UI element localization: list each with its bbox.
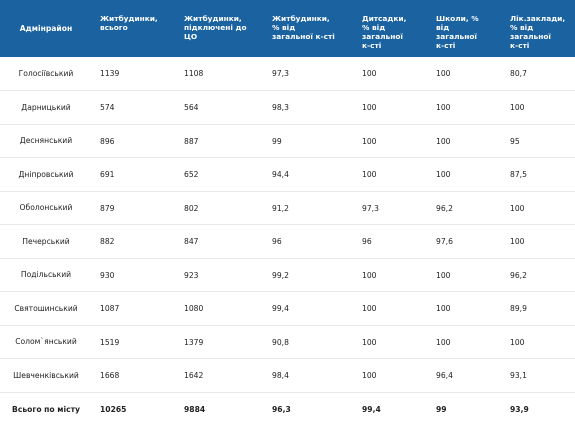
table-row: Святошинський 1087 1080 99,4 100 100 89,9 <box>0 291 575 326</box>
cell-buildings-percent: 94,4 <box>264 157 354 192</box>
cell-buildings-connected: 847 <box>176 224 264 259</box>
cell-medical-percent: 89,9 <box>502 291 575 326</box>
cell-buildings-connected: 802 <box>176 191 264 225</box>
table-row: Подільський 930 923 99,2 100 100 96,2 <box>0 258 575 292</box>
cell-medical-percent: 100 <box>502 224 575 259</box>
cell-buildings-connected: 887 <box>176 124 264 158</box>
total-cell-buildings-connected: 9884 <box>184 405 206 415</box>
header-buildings-connected: Житбудинки, підключені до ЦО <box>184 14 247 41</box>
cell-medical-percent: 100 <box>502 90 575 125</box>
cell-buildings-percent: 99,2 <box>264 258 354 292</box>
cell-buildings-percent: 96 <box>264 224 354 259</box>
cell-kindergartens-percent: 100 <box>354 291 428 326</box>
cell-buildings-connected: 1080 <box>176 291 264 326</box>
header-medical-percent: Лік.заклади, % від загальної к-сті <box>510 14 566 50</box>
cell-district: Шевченківський <box>0 358 92 393</box>
table-row: Дніпровський 691 652 94,4 100 100 87,5 <box>0 157 575 192</box>
cell-medical-percent: 80,7 <box>502 57 575 91</box>
table-row: Шевченківський 1668 1642 98,4 100 96,4 93,1 <box>0 358 575 393</box>
cell-kindergartens-percent: 100 <box>354 124 428 158</box>
table-total-row: Всього по місту 10265 9884 96,3 99,4 99 93,9 <box>0 392 575 427</box>
cell-buildings-total: 574 <box>92 90 176 125</box>
cell-buildings-percent: 91,2 <box>264 191 354 225</box>
cell-district: Дарницький <box>0 90 92 125</box>
table-row: Голосіївський 1139 1108 97,3 100 100 80,7 <box>0 57 575 91</box>
cell-buildings-total: 879 <box>92 191 176 225</box>
total-cell-buildings-total: 10265 <box>100 405 127 415</box>
cell-buildings-percent: 99 <box>264 124 354 158</box>
cell-schools-percent: 96,4 <box>428 358 502 393</box>
cell-buildings-percent: 90,8 <box>264 325 354 359</box>
cell-buildings-total: 1668 <box>92 358 176 393</box>
cell-kindergartens-percent: 100 <box>354 90 428 125</box>
cell-buildings-percent: 97,3 <box>264 57 354 91</box>
header-buildings-total: Житбудинки, всього <box>100 14 158 32</box>
cell-kindergartens-percent: 97,3 <box>354 191 428 225</box>
cell-medical-percent: 87,5 <box>502 157 575 192</box>
cell-schools-percent: 96,2 <box>428 191 502 225</box>
header-buildings-percent: Житбудинки, % від загальної к-сті <box>272 14 335 41</box>
cell-buildings-connected: 1108 <box>176 57 264 91</box>
cell-medical-percent: 95 <box>502 124 575 158</box>
cell-schools-percent: 100 <box>428 325 502 359</box>
cell-district: Печерський <box>0 224 92 259</box>
cell-district: Святошинський <box>0 291 92 326</box>
cell-district: Солом`янський <box>0 325 92 359</box>
cell-buildings-total: 1519 <box>92 325 176 359</box>
cell-schools-percent: 100 <box>428 124 502 158</box>
cell-schools-percent: 100 <box>428 157 502 192</box>
cell-schools-percent: 100 <box>428 291 502 326</box>
cell-buildings-total: 896 <box>92 124 176 158</box>
cell-medical-percent: 93,1 <box>502 358 575 393</box>
total-cell-buildings-percent: 96,3 <box>272 405 291 415</box>
cell-district: Оболонський <box>0 191 92 225</box>
table-body: Голосіївський 1139 1108 97,3 100 100 80,7 Дарни… <box>0 57 575 427</box>
cell-kindergartens-percent: 100 <box>354 325 428 359</box>
cell-district: Подільський <box>0 258 92 292</box>
total-cell-medical-percent: 93,9 <box>510 405 529 415</box>
cell-kindergartens-percent: 100 <box>354 157 428 192</box>
cell-district: Дніпровський <box>0 157 92 192</box>
header-kindergartens-percent: Дитсадки, % від загальної к-сті <box>362 14 407 50</box>
cell-buildings-connected: 1642 <box>176 358 264 393</box>
cell-buildings-percent: 98,4 <box>264 358 354 393</box>
cell-schools-percent: 100 <box>428 90 502 125</box>
cell-buildings-connected: 1379 <box>176 325 264 359</box>
table-row: Дарницький 574 564 98,3 100 100 100 <box>0 90 575 125</box>
cell-kindergartens-percent: 100 <box>354 358 428 393</box>
total-cell-schools-percent: 99 <box>436 405 447 415</box>
cell-buildings-total: 882 <box>92 224 176 259</box>
cell-medical-percent: 100 <box>502 191 575 225</box>
cell-schools-percent: 100 <box>428 57 502 91</box>
header-district: Адмінрайон <box>19 24 73 33</box>
cell-buildings-percent: 99,4 <box>264 291 354 326</box>
table-header-row: Адмінрайон Житбудинки, всього Житбудинки… <box>0 0 575 57</box>
header-schools-percent: Школи, % від загальної к-сті <box>436 14 479 50</box>
cell-schools-percent: 97,6 <box>428 224 502 259</box>
cell-buildings-percent: 98,3 <box>264 90 354 125</box>
table-row: Деснянський 896 887 99 100 100 95 <box>0 124 575 158</box>
cell-kindergartens-percent: 96 <box>354 224 428 259</box>
cell-district: Голосіївський <box>0 57 92 91</box>
cell-district: Деснянський <box>0 124 92 158</box>
cell-medical-percent: 96,2 <box>502 258 575 292</box>
total-cell-district: Всього по місту <box>12 405 80 415</box>
cell-buildings-total: 930 <box>92 258 176 292</box>
cell-buildings-connected: 923 <box>176 258 264 292</box>
table-row: Оболонський 879 802 91,2 97,3 96,2 100 <box>0 191 575 225</box>
cell-buildings-total: 1087 <box>92 291 176 326</box>
table-row: Солом`янський 1519 1379 90,8 100 100 100 <box>0 325 575 359</box>
cell-medical-percent: 100 <box>502 325 575 359</box>
total-cell-kindergartens-percent: 99,4 <box>362 405 381 415</box>
table-row: Печерський 882 847 96 96 97,6 100 <box>0 224 575 259</box>
cell-buildings-total: 1139 <box>92 57 176 91</box>
cell-kindergartens-percent: 100 <box>354 258 428 292</box>
cell-kindergartens-percent: 100 <box>354 57 428 91</box>
cell-buildings-total: 691 <box>92 157 176 192</box>
cell-schools-percent: 100 <box>428 258 502 292</box>
cell-buildings-connected: 652 <box>176 157 264 192</box>
cell-buildings-connected: 564 <box>176 90 264 125</box>
